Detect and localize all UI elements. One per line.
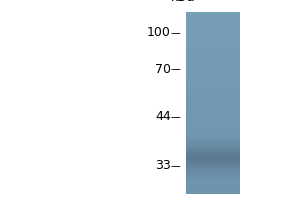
Text: 100: 100 xyxy=(147,26,171,39)
Text: 33: 33 xyxy=(155,159,171,172)
Text: kDa: kDa xyxy=(171,0,196,4)
Text: —: — xyxy=(170,28,180,38)
Text: 44: 44 xyxy=(155,110,171,123)
Text: —: — xyxy=(170,161,180,171)
Text: —: — xyxy=(170,112,180,122)
Text: 70: 70 xyxy=(155,63,171,76)
Text: —: — xyxy=(170,64,180,74)
